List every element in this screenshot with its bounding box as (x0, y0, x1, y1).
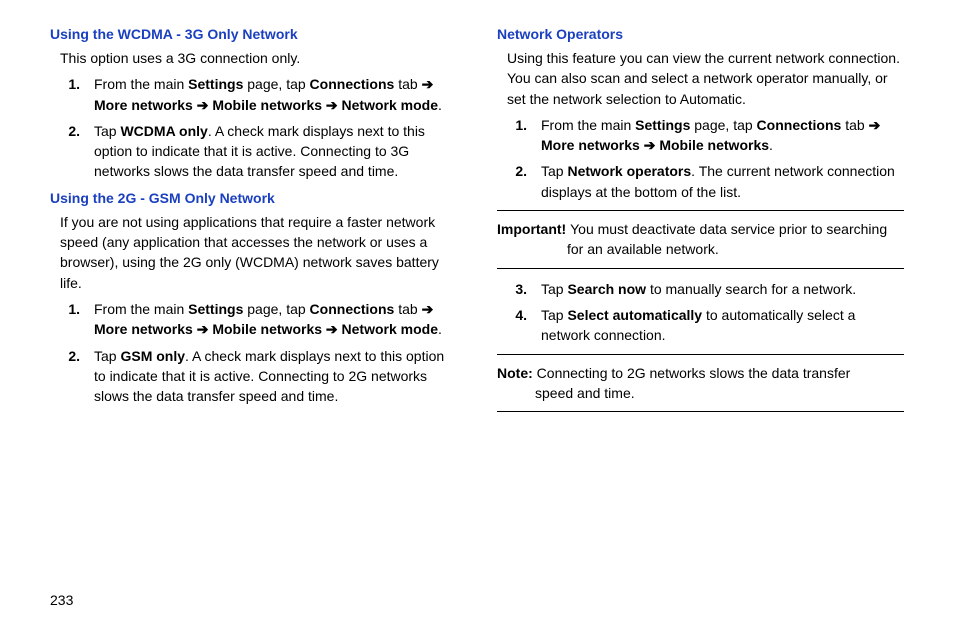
important-text: You must deactivate data service prior t… (570, 221, 887, 237)
text: Tap (541, 281, 567, 297)
step-number: 1. (507, 115, 541, 135)
right-column: Network Operators Using this feature you… (497, 26, 904, 422)
step-number: 1. (60, 299, 94, 319)
text: . (438, 97, 442, 113)
arrow-icon: ➔ (869, 117, 881, 133)
steps-gsm: 1. From the main Settings page, tap Conn… (60, 299, 457, 406)
note-text-cont: speed and time. (497, 383, 904, 403)
step-body: Tap Network operators. The current netwo… (541, 161, 904, 202)
left-column: Using the WCDMA - 3G Only Network This o… (50, 26, 457, 422)
step-number: 3. (507, 279, 541, 299)
step-body: Tap GSM only. A check mark displays next… (94, 346, 457, 407)
text: Tap (94, 348, 120, 364)
page-number: 233 (50, 592, 73, 608)
bold: Select automatically (567, 307, 702, 323)
step-body: From the main Settings page, tap Connect… (94, 299, 457, 340)
bold: Mobile networks (208, 321, 322, 337)
bold: Network mode (338, 97, 438, 113)
bold: More networks (94, 97, 193, 113)
text: tab (394, 76, 421, 92)
step-number: 4. (507, 305, 541, 325)
important-text-cont: for an available network. (497, 239, 904, 259)
bold: Connections (310, 76, 395, 92)
note-text: Connecting to 2G networks slows the data… (537, 365, 851, 381)
arrow-icon: ➔ (326, 321, 338, 337)
bold: GSM only (120, 348, 185, 364)
text: . (438, 321, 442, 337)
step-item: 1. From the main Settings page, tap Conn… (60, 74, 457, 115)
step-item: 4. Tap Select automatically to automatic… (507, 305, 904, 346)
intro-network-operators: Using this feature you can view the curr… (507, 48, 904, 109)
bold: Settings (635, 117, 690, 133)
heading-network-operators: Network Operators (497, 26, 904, 42)
bold: Mobile networks (208, 97, 322, 113)
text: tab (841, 117, 868, 133)
text: From the main (94, 301, 188, 317)
bold: More networks (541, 137, 640, 153)
bold: Search now (567, 281, 646, 297)
text: From the main (94, 76, 188, 92)
arrow-icon: ➔ (326, 97, 338, 113)
text: Tap (541, 307, 567, 323)
bold: Network mode (338, 321, 438, 337)
bold: WCDMA only (120, 123, 207, 139)
bold: Connections (757, 117, 842, 133)
text: page, tap (243, 76, 309, 92)
step-item: 2. Tap Network operators. The current ne… (507, 161, 904, 202)
arrow-icon: ➔ (197, 321, 209, 337)
arrow-icon: ➔ (644, 137, 656, 153)
arrow-icon: ➔ (422, 301, 434, 317)
bold: Settings (188, 76, 243, 92)
text: tab (394, 301, 421, 317)
text: to manually search for a network. (646, 281, 856, 297)
step-body: From the main Settings page, tap Connect… (94, 74, 457, 115)
step-number: 2. (60, 346, 94, 366)
step-item: 1. From the main Settings page, tap Conn… (507, 115, 904, 156)
steps-network-operators-cont: 3. Tap Search now to manually search for… (507, 279, 904, 346)
steps-wcdma: 1. From the main Settings page, tap Conn… (60, 74, 457, 181)
text: Tap (541, 163, 567, 179)
step-item: 2. Tap WCDMA only. A check mark displays… (60, 121, 457, 182)
heading-wcdma: Using the WCDMA - 3G Only Network (50, 26, 457, 42)
text: . (769, 137, 773, 153)
step-body: From the main Settings page, tap Connect… (541, 115, 904, 156)
intro-wcdma: This option uses a 3G connection only. (60, 48, 457, 68)
step-item: 1. From the main Settings page, tap Conn… (60, 299, 457, 340)
bold: Network operators (567, 163, 691, 179)
important-label: Important! (497, 221, 570, 237)
step-number: 1. (60, 74, 94, 94)
note-label: Note: (497, 365, 537, 381)
steps-network-operators: 1. From the main Settings page, tap Conn… (507, 115, 904, 202)
step-item: 3. Tap Search now to manually search for… (507, 279, 904, 299)
step-number: 2. (60, 121, 94, 141)
arrow-icon: ➔ (422, 76, 434, 92)
step-body: Tap WCDMA only. A check mark displays ne… (94, 121, 457, 182)
arrow-icon: ➔ (197, 97, 209, 113)
step-body: Tap Search now to manually search for a … (541, 279, 904, 299)
text: page, tap (243, 301, 309, 317)
content-columns: Using the WCDMA - 3G Only Network This o… (50, 26, 904, 422)
bold: Settings (188, 301, 243, 317)
heading-gsm: Using the 2G - GSM Only Network (50, 190, 457, 206)
important-notice: Important! You must deactivate data serv… (497, 210, 904, 269)
bold: Mobile networks (655, 137, 769, 153)
bold: More networks (94, 321, 193, 337)
text: page, tap (690, 117, 756, 133)
step-body: Tap Select automatically to automaticall… (541, 305, 904, 346)
text: From the main (541, 117, 635, 133)
note-notice: Note: Connecting to 2G networks slows th… (497, 354, 904, 413)
text: Tap (94, 123, 120, 139)
step-item: 2. Tap GSM only. A check mark displays n… (60, 346, 457, 407)
bold: Connections (310, 301, 395, 317)
step-number: 2. (507, 161, 541, 181)
intro-gsm: If you are not using applications that r… (60, 212, 457, 293)
